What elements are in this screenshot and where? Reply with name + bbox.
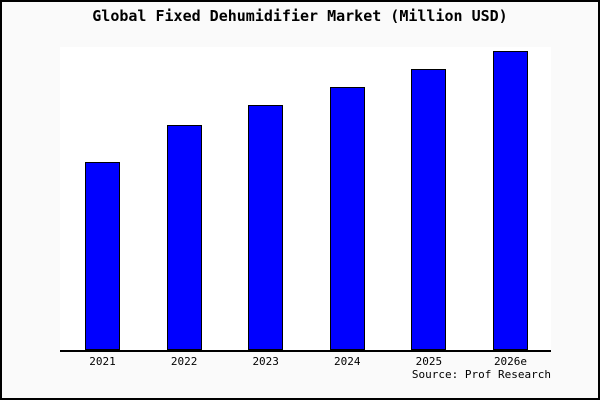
bar-2022 — [166, 125, 202, 350]
bar-2023 — [248, 105, 284, 350]
x-tick-label-2024: 2024 — [334, 355, 361, 368]
x-axis-tick-labels: 2021 2022 2023 2024 2025 2026e — [60, 355, 551, 369]
x-tick-label-2026e: 2026e — [493, 355, 528, 368]
x-tick-label-2021: 2021 — [89, 355, 116, 368]
bar-2024 — [329, 87, 365, 350]
bar-2021 — [85, 162, 120, 350]
x-tick-label-2023: 2023 — [252, 355, 279, 368]
bar-2025 — [411, 69, 447, 350]
x-tick-label-2025: 2025 — [415, 355, 443, 368]
x-tick-label-2022: 2022 — [170, 355, 198, 368]
source-note: Source: Prof Research — [411, 368, 551, 381]
plot-area — [60, 47, 551, 352]
bar-2026e — [493, 51, 528, 350]
chart-title: Global Fixed Dehumidifier Market (Millio… — [92, 7, 508, 25]
